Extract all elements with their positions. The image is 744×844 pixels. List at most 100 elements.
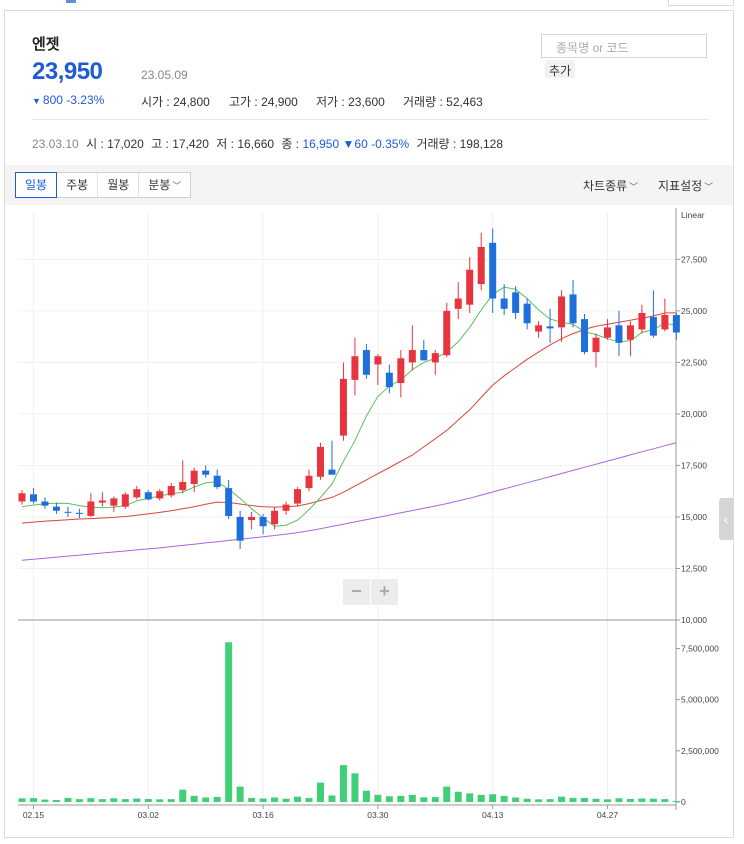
candle-body [523,303,531,324]
candle-body [110,498,118,506]
volume-bar [672,800,680,802]
candle-body [18,493,26,502]
volume-bar [362,790,370,802]
chevron-left-icon: ‹ [723,511,729,527]
candle-body [638,312,646,330]
side-panel-toggle[interactable]: ‹ [719,498,733,540]
tab-daily[interactable]: 일봉 [15,172,58,198]
candle-body [374,356,382,365]
candle-body [466,269,474,305]
candle-body [431,353,439,363]
candle-body [454,298,462,309]
volume-bar [156,799,164,802]
volume-bar [454,791,462,802]
volume-bar [316,782,324,802]
candle-body [52,506,60,511]
volume-bar [408,794,416,802]
divider [32,119,709,120]
candle-body [477,247,485,285]
tab-weekly[interactable]: 주봉 [57,173,99,197]
candle-body [202,470,210,475]
volume-bar [110,798,118,802]
candle-body [282,504,290,511]
candle-body [316,446,324,477]
candle-body [672,315,680,333]
volume-bar [294,796,302,802]
prev-change: ▼60 -0.35% [342,137,410,151]
volume-tick-label: 0 [681,797,686,807]
volume-bar [190,795,198,802]
add-button[interactable]: 추가 [545,60,575,78]
y-tick-label: 27,500 [681,254,707,264]
chevron-down-icon: ﹀ [704,182,714,192]
candle-body [500,298,508,309]
y-tick-label: 20,000 [681,409,707,419]
volume-bar [18,798,26,802]
quote-date: 23.05.09 [141,68,188,82]
candle-body [156,491,164,499]
change-value: 800 [42,93,63,107]
candle-body [29,494,37,502]
volume-bar [236,786,244,802]
volume-bar [397,795,405,802]
volume-bar [87,798,95,802]
volume-bar [661,799,669,802]
volume-tick-label: 2,500,000 [681,746,719,756]
chart-type-dropdown[interactable]: 차트종류 ﹀ [583,179,639,193]
candle-body [408,350,416,363]
ma60-line [21,442,677,561]
volume-bar [466,793,474,802]
price-change: ▼ 800 -3.23% [32,93,104,107]
volume-bar [569,797,577,802]
volume-bar [592,798,600,802]
candle-body [615,325,623,343]
volume-bar [385,796,393,802]
tab-minute[interactable]: 분봉 ﹀ [148,178,182,192]
stock-name: 엔젯 [32,36,60,53]
top-accent [66,0,76,3]
zoom-in-button[interactable]: + [371,579,398,605]
stat-low: 저가 : 23,600 [316,95,385,109]
x-tick-label: 03.16 [252,810,274,820]
ma5-line [21,286,677,527]
volume-bar [443,786,451,802]
candle-body [339,378,347,436]
volume-bar [500,795,508,802]
candle-body [592,337,600,353]
candle-body [420,350,428,361]
volume-bar [512,797,520,802]
volume-bar [477,794,485,802]
stat-volume: 거래량 : 52,463 [403,95,483,109]
volume-bar [121,799,129,802]
zoom-out-button[interactable]: − [343,579,370,605]
candle-body [649,317,657,336]
volume-bar [420,797,428,802]
candle-body [248,516,256,521]
candle-body [190,470,198,484]
search-input[interactable]: 종목명 or 코드 [541,34,707,58]
candle-body [121,494,129,507]
x-tick-label: 04.13 [482,810,504,820]
candle-body [225,488,233,516]
volume-bar [615,798,623,802]
candle-body [535,325,543,332]
chevron-down-icon: ﹀ [629,182,639,192]
volume-bar [546,799,554,802]
candle-body [558,296,566,328]
ma20-line [21,312,677,524]
volume-bar [351,773,359,802]
volume-bar [489,794,497,802]
y-tick-label: 22,500 [681,357,707,367]
candle-body [167,486,175,496]
indicator-dropdown[interactable]: 지표설정 ﹀ [658,179,714,193]
candle-body [271,510,279,525]
volume-tick-label: 7,500,000 [681,643,719,653]
volume-bar [431,797,439,802]
volume-bar [133,798,141,802]
candle-body [236,516,244,541]
tab-monthly[interactable]: 월봉 [98,173,140,197]
stat-open: 시가 : 24,800 [141,95,210,109]
down-triangle-icon: ▼ [32,96,41,106]
volume-bar [581,797,589,802]
volume-bar [638,798,646,802]
